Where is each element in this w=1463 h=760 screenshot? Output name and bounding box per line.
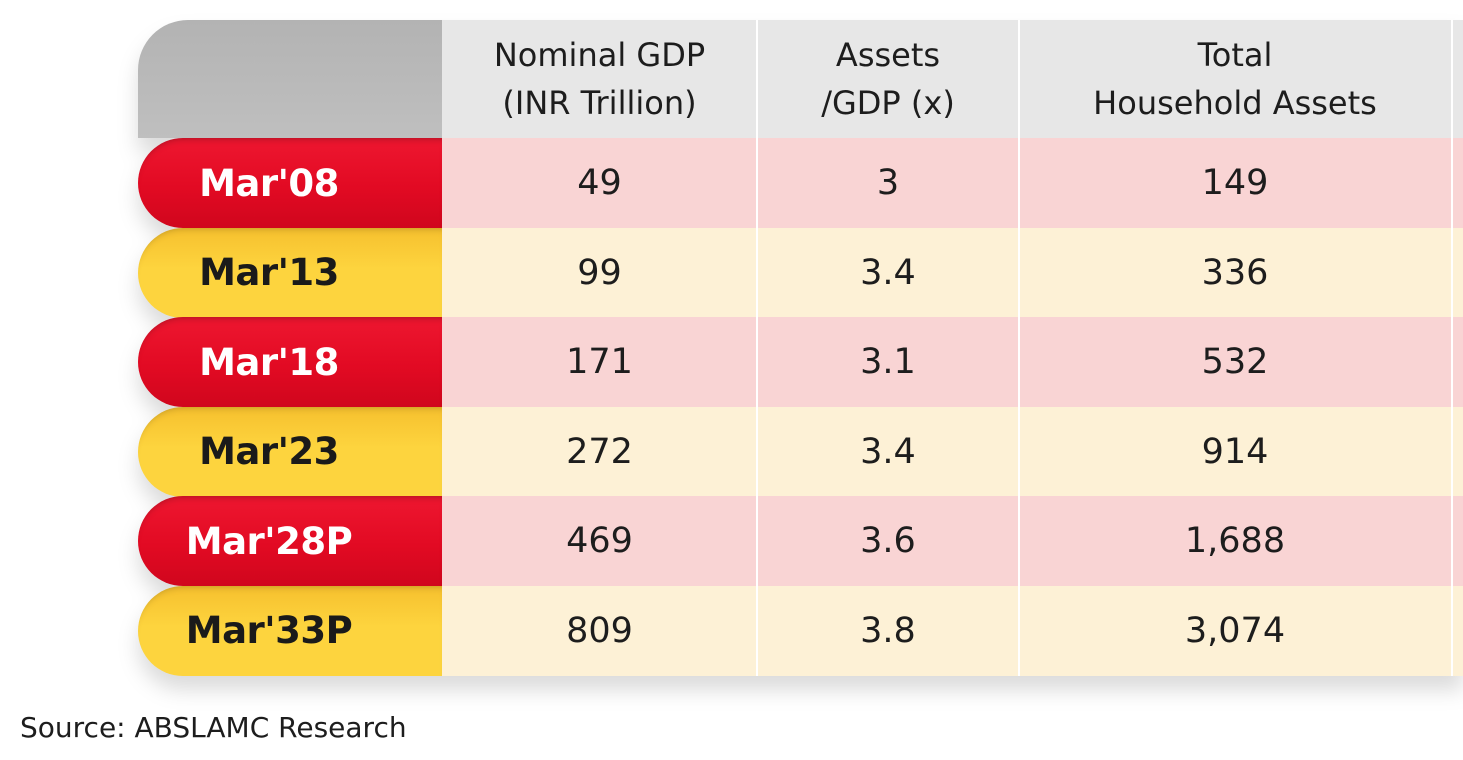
table-header-row: Nominal GDP (INR Trillion) Assets/GDP (x) T… xyxy=(138,20,1463,138)
table-cell: 49 xyxy=(577,163,622,203)
column-header-line1: Total xyxy=(1197,36,1273,74)
table-cell: 3 xyxy=(876,163,900,203)
column-divider xyxy=(756,317,758,407)
row-label: Mar'18 xyxy=(138,317,442,407)
column-divider xyxy=(1451,406,1453,497)
row-background xyxy=(442,406,1463,497)
column-divider xyxy=(1018,138,1020,228)
table-row: Mar'08 49 3 149 xyxy=(138,138,1463,228)
table-cell: 469 xyxy=(566,521,633,561)
column-divider xyxy=(756,138,758,228)
column-header-line2: Household Assets xyxy=(1093,84,1377,122)
column-divider xyxy=(1451,496,1453,586)
column-header-3: Total Household Assets xyxy=(1019,20,1451,138)
row-background xyxy=(442,138,1463,228)
column-divider xyxy=(1451,227,1453,318)
table-row: Mar'23 272 3.4 914 xyxy=(138,406,1463,497)
table-row: Mar'28P 469 3.6 1,688 xyxy=(138,496,1463,586)
column-divider xyxy=(1018,496,1020,586)
column-divider xyxy=(1451,138,1453,228)
table-cell: 272 xyxy=(566,431,633,472)
header-background xyxy=(442,20,1463,138)
column-divider xyxy=(756,406,758,497)
row-background xyxy=(442,227,1463,318)
table-row: Mar'13 99 3.4 336 xyxy=(138,227,1463,318)
table-cell: 3,074 xyxy=(1184,610,1286,651)
table-cell: 99 xyxy=(577,252,622,293)
column-header-line2: /GDP (x) xyxy=(821,84,955,122)
column-divider xyxy=(1018,406,1020,497)
column-divider xyxy=(756,585,758,676)
row-label: Mar'13 xyxy=(138,227,442,318)
column-header-1: Nominal GDP (INR Trillion) xyxy=(442,20,757,138)
table-cell: 3.4 xyxy=(860,431,916,472)
column-divider xyxy=(1018,317,1020,407)
table-cell: 171 xyxy=(566,342,633,382)
table-cell: 1,688 xyxy=(1184,521,1286,561)
row-background xyxy=(442,496,1463,586)
table-cell: 914 xyxy=(1201,431,1269,472)
column-header-2: Assets/GDP (x) xyxy=(757,20,1019,138)
column-divider xyxy=(1451,317,1453,407)
source-note: Source: ABSLAMC Research xyxy=(20,711,407,744)
table-row: Mar'18 171 3.1 532 xyxy=(138,317,1463,407)
table-cell: 3.8 xyxy=(860,610,916,651)
table-cell: 809 xyxy=(566,610,633,651)
row-background xyxy=(442,317,1463,407)
table-cell: 3.1 xyxy=(860,342,916,382)
table-cell: 3.4 xyxy=(860,252,916,293)
column-divider xyxy=(756,227,758,318)
row-background xyxy=(442,585,1463,676)
row-label: Mar'33P xyxy=(138,585,442,676)
header-corner-cell xyxy=(138,20,442,138)
column-divider xyxy=(756,496,758,586)
row-label: Mar'28P xyxy=(138,496,442,586)
data-table: Nominal GDP (INR Trillion) Assets/GDP (x) T… xyxy=(138,20,1463,676)
table-cell: 3.6 xyxy=(860,521,916,561)
column-divider xyxy=(1451,585,1453,676)
table-cell: 532 xyxy=(1201,342,1269,382)
row-label: Mar'23 xyxy=(138,406,442,497)
column-divider xyxy=(1018,227,1020,318)
column-header-line1: Nominal GDP xyxy=(493,36,706,74)
column-divider xyxy=(756,20,758,138)
column-divider xyxy=(1018,20,1020,138)
column-header-line1: Assets xyxy=(835,36,941,74)
column-header-line2: (INR Trillion) xyxy=(502,84,697,122)
table-cell: 149 xyxy=(1201,163,1269,203)
table-cell: 336 xyxy=(1201,252,1269,293)
table-row: Mar'33P 809 3.8 3,074 xyxy=(138,585,1463,676)
column-divider xyxy=(1451,20,1453,138)
row-label: Mar'08 xyxy=(138,138,442,228)
column-divider xyxy=(1018,585,1020,676)
